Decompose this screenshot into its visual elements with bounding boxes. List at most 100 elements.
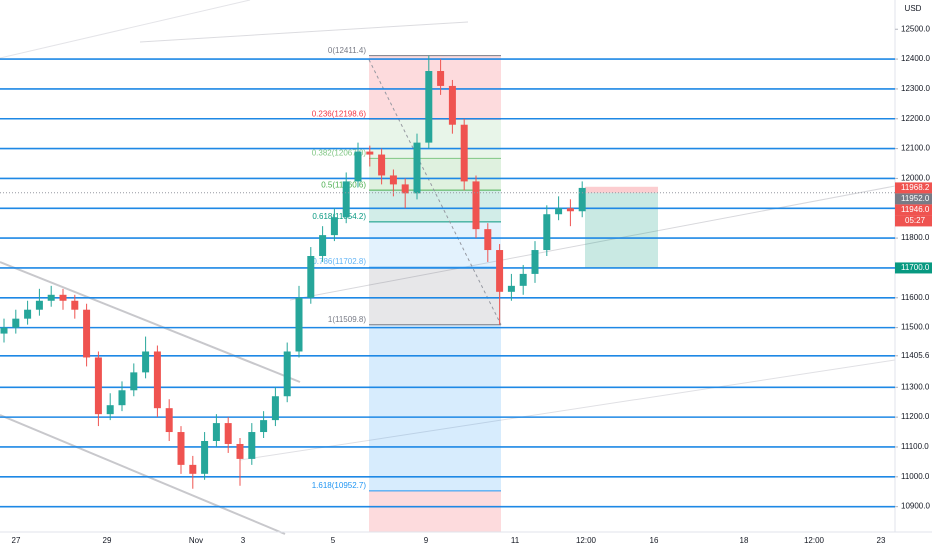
channel-line [0, 414, 286, 535]
y-tick-label: 11405.6 [901, 351, 930, 360]
candle-body [460, 124, 468, 182]
fib-zone [369, 324, 501, 491]
candle-body [142, 351, 150, 373]
candle-body [59, 294, 67, 301]
fib-zone [369, 221, 501, 268]
candle-body [531, 250, 539, 274]
x-tick-label: 29 [103, 536, 112, 545]
fib-zone [369, 119, 501, 159]
fib-zone [369, 190, 501, 222]
drawings [0, 0, 896, 535]
trend-line [289, 185, 896, 301]
y-tick-label: 12100.0 [901, 144, 930, 153]
y-tick-label: 11100.0 [901, 442, 929, 451]
candle-body [0, 327, 8, 334]
candle-body [448, 85, 456, 125]
candle-body [330, 217, 338, 236]
x-tick-label: 3 [241, 536, 246, 545]
price-badge [895, 204, 932, 216]
x-tick-label: 9 [424, 536, 429, 545]
x-tick-label: Nov [189, 536, 203, 545]
candle-body [319, 235, 327, 257]
candle-body [189, 464, 197, 474]
candle-body [307, 256, 315, 298]
y-tick-label: 11300.0 [901, 382, 930, 391]
x-tick-label: 27 [12, 536, 21, 545]
target-zone [585, 192, 658, 268]
price-badge [895, 262, 932, 274]
candle-body [83, 309, 91, 358]
candle-body [130, 372, 138, 391]
trend-line [239, 359, 896, 461]
currency: USD [905, 4, 922, 13]
candle-body [295, 297, 303, 352]
channel-line [0, 261, 301, 383]
candle-body [201, 440, 209, 474]
candle-body [24, 309, 32, 319]
candle-body [260, 420, 268, 433]
x-tick-label: 18 [740, 536, 749, 545]
fib-label: 0(12411.4) [328, 46, 366, 55]
candle-body [248, 432, 256, 459]
candle-body [153, 351, 161, 409]
candle-body [425, 71, 433, 143]
candle-body [378, 154, 386, 176]
candle-body [507, 285, 515, 292]
candle-body [118, 390, 126, 406]
trend-line [0, 0, 251, 59]
candle-body [555, 208, 563, 215]
price-badge [895, 182, 932, 194]
candle-body [106, 405, 114, 415]
candle-body [484, 229, 492, 251]
candle-body [437, 71, 445, 86]
countdown-badge [895, 215, 932, 227]
fib-label: 1(11509.8) [328, 315, 366, 324]
y-tick-label: 12400.0 [901, 54, 930, 63]
price-badge-label: 11700.0 [901, 263, 930, 272]
fib-zone [369, 158, 501, 191]
fib-zone [369, 490, 501, 532]
candle-body [224, 423, 232, 444]
candle-body [47, 294, 55, 301]
y-tick-label: 11200.0 [901, 412, 930, 421]
candle-body [401, 184, 409, 194]
fib-trend [368, 59, 502, 325]
candle-body [389, 175, 397, 185]
candle-body [271, 396, 279, 421]
candle-body [496, 250, 504, 292]
price-badge-label: 11968.2 [901, 183, 930, 192]
candle-body [283, 351, 291, 397]
candle-body [413, 142, 421, 194]
y-tick-label: 12300.0 [901, 84, 930, 93]
candle-body [71, 300, 79, 310]
candle-body [578, 187, 586, 212]
y-tick-label: 11000.0 [901, 472, 930, 481]
candle-body [165, 408, 173, 433]
y-tick-label: 11600.0 [901, 293, 930, 302]
y-tick-label: 10900.0 [901, 502, 930, 511]
candle-body [366, 151, 374, 155]
x-tick-label: 16 [650, 536, 659, 545]
candle-body [519, 273, 527, 286]
price-badge-label: 11952.0 [901, 194, 930, 203]
stop-zone [585, 186, 658, 193]
y-tick-label: 12000.0 [901, 174, 930, 183]
y-tick-label: 12500.0 [901, 24, 930, 33]
price-badge-label: 11946.0 [901, 205, 930, 214]
price-badge [895, 193, 932, 205]
candle-body [354, 151, 362, 182]
candle-body [543, 214, 551, 251]
x-tick-label: 11 [511, 536, 520, 545]
x-tick-label: 12:00 [576, 536, 597, 545]
fib-zone [369, 55, 501, 120]
candle-body [342, 181, 350, 218]
x-tick-label: 12:00 [804, 536, 825, 545]
y-tick-label: 11800.0 [901, 233, 930, 242]
fib-label: 0.382(12067.0) [312, 149, 367, 158]
candle-body [177, 432, 185, 465]
x-tick-label: 23 [877, 536, 886, 545]
fib-label: 0.618(11854.2) [312, 212, 366, 221]
candle-body [472, 181, 480, 230]
candle-body [94, 357, 102, 415]
